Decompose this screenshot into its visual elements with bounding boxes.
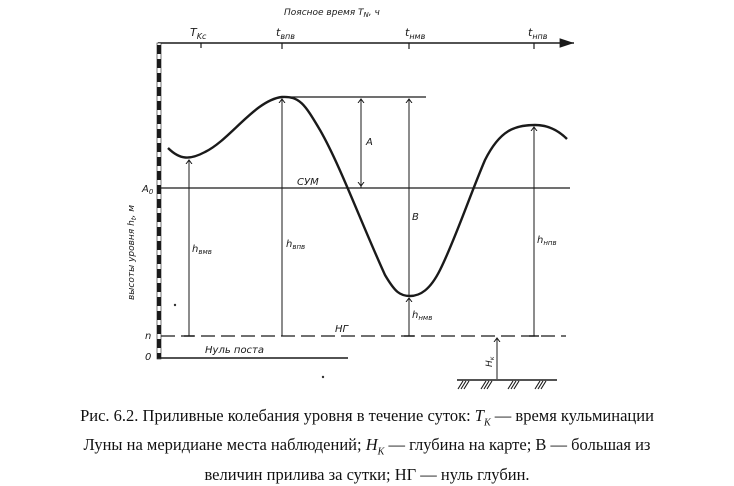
tick-label-tnpv: tнпв	[528, 26, 548, 41]
tide-staff	[156, 42, 348, 360]
caption-line-1: Рис. 6.2. Приливные колебания уровня в т…	[80, 406, 654, 429]
caption-line-3: величин прилива за сутки; НГ — нуль глуб…	[204, 464, 530, 484]
figure-caption: Рис. 6.2. Приливные колебания уровня в т…	[0, 405, 734, 486]
h-vpv-label: hвпв	[286, 239, 305, 251]
tick-label-tk: TKᴄ	[190, 26, 207, 41]
time-axis	[158, 38, 574, 49]
time-axis-title: Поясное время TN, ч	[284, 8, 380, 19]
amplitude-a-label: A	[365, 137, 373, 148]
ng-label: НГ	[335, 324, 350, 335]
h-vmv-arrow	[184, 160, 194, 337]
scan-speck	[321, 375, 325, 379]
y-tick-zero: 0	[145, 352, 151, 363]
h-vmv-label: hвмв	[192, 244, 212, 256]
h-nmv-label: hнмв	[412, 310, 432, 322]
h-nmv-arrow	[404, 298, 414, 337]
tide-curve	[167, 95, 568, 298]
zero-post-label: Нуль поста	[205, 345, 264, 356]
seabed	[457, 379, 557, 390]
tide-diagram: Поясное время TN, ч TKᴄ tвпв tнмв tнпв в…	[127, 8, 574, 390]
y-tick-n: n	[145, 331, 151, 342]
hk-label: Hк	[485, 356, 496, 367]
scan-speck	[173, 303, 177, 307]
caption-line-2: Луны на меридиане места наблюдений; HK —…	[83, 435, 651, 458]
y-tick-a0: A0	[141, 184, 154, 196]
h-npv-label: hнпв	[537, 235, 557, 247]
y-axis-label: высоты уровня ht, м	[127, 205, 138, 300]
tick-label-tvpv: tвпв	[276, 26, 295, 41]
sum-label: СУМ	[297, 177, 319, 188]
tick-label-tnmv: tнмв	[405, 26, 426, 41]
h-npv-arrow	[529, 127, 539, 337]
range-b-label: B	[412, 212, 419, 223]
